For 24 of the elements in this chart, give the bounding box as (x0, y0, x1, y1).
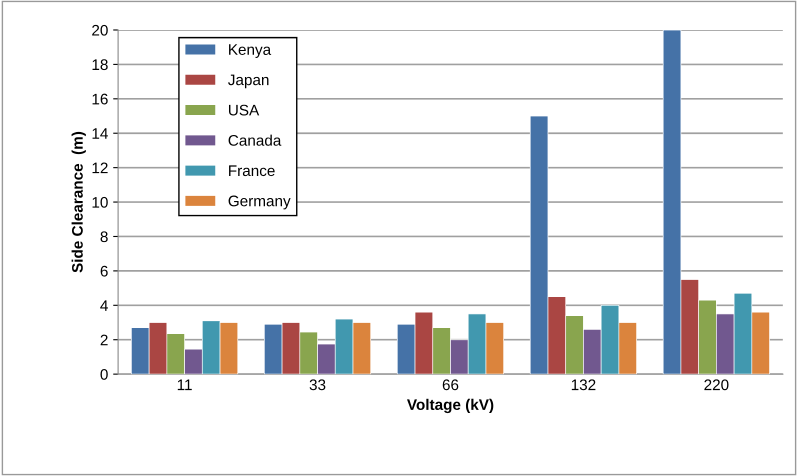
legend-label: Kenya (229, 44, 272, 58)
y-tick-label: 4 (100, 300, 108, 311)
y-tick-label: 14 (92, 128, 108, 139)
x-tick-label: 132 (572, 379, 596, 390)
x-tick-label: 33 (310, 379, 326, 390)
y-tick-label: 2 (100, 334, 108, 346)
legend-label: Japan (228, 74, 268, 88)
y-axis-title: Side Clearance (m) (72, 132, 86, 273)
x-tick-label: 11 (178, 380, 192, 390)
y-tick-label: 16 (92, 94, 108, 105)
x-tick-label: 220 (704, 379, 729, 390)
legend-label: Canada (228, 134, 282, 146)
x-tick-label: 66 (442, 379, 458, 390)
y-tick-label: 8 (100, 231, 108, 242)
y-tick-label: 20 (92, 24, 108, 36)
legend-label: Germany (228, 196, 291, 210)
y-tick-label: 6 (100, 266, 108, 277)
y-tick-label: 18 (92, 59, 108, 70)
legend-label: France (229, 165, 275, 176)
x-axis-title: Voltage (kV) (407, 398, 494, 414)
y-tick-label: 0 (100, 369, 108, 380)
y-tick-label: 12 (92, 162, 108, 174)
y-tick-label: 10 (92, 196, 108, 208)
legend-label: USA (228, 104, 260, 116)
